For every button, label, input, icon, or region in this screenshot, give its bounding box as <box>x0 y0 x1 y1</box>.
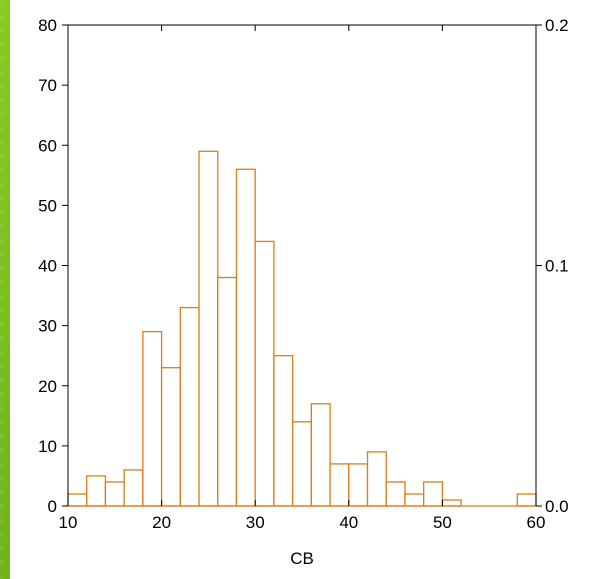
y2-tick-label: 0.0 <box>545 497 569 516</box>
histogram-bar <box>385 481 406 507</box>
histogram-bar <box>254 240 275 507</box>
y-tick-label: 10 <box>38 437 57 456</box>
y-tick-label: 40 <box>38 257 57 276</box>
histogram-bar <box>123 469 144 507</box>
y-tick-label: 0 <box>48 497 57 516</box>
histogram-bar <box>291 421 313 507</box>
histogram-bar <box>198 150 219 507</box>
histogram-bar <box>310 403 331 507</box>
histogram-bar <box>235 168 256 507</box>
histogram-bar <box>142 330 163 507</box>
x-tick-label: 50 <box>433 513 452 532</box>
histogram-bar <box>273 355 294 507</box>
y-tick-label: 60 <box>38 136 57 155</box>
histogram-bar <box>423 481 444 507</box>
y-tick-label: 70 <box>38 76 57 95</box>
histogram-bar <box>404 493 425 507</box>
axes-group <box>62 24 542 507</box>
y-tick-label: 80 <box>38 16 57 35</box>
x-tick-label: 60 <box>527 513 546 532</box>
y2-tick-label: 0.2 <box>545 16 569 35</box>
histogram-bar <box>366 451 387 507</box>
histogram-bar <box>516 493 537 507</box>
histogram-bar <box>104 481 125 507</box>
y2-tick-label: 0.1 <box>545 257 569 276</box>
bars-group <box>67 150 537 507</box>
histogram-bar <box>217 276 238 507</box>
histogram-bar <box>179 306 200 507</box>
x-tick-label: 20 <box>152 513 171 532</box>
histogram-bar <box>160 367 181 507</box>
histogram-bar <box>441 499 462 507</box>
histogram-bar <box>86 475 107 507</box>
y-tick-label: 50 <box>38 196 57 215</box>
x-tick-label: 10 <box>59 513 78 532</box>
x-tick-label: 40 <box>339 513 358 532</box>
y-tick-label: 20 <box>38 377 57 396</box>
histogram-bar <box>348 463 369 507</box>
y-tick-label: 30 <box>38 317 57 336</box>
x-tick-label: 30 <box>246 513 265 532</box>
x-axis-title: CB <box>290 549 314 568</box>
histogram-bar <box>329 463 350 507</box>
histogram-bar <box>67 493 88 507</box>
